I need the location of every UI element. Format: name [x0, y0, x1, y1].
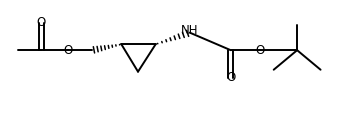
Text: O: O	[63, 44, 73, 57]
Text: O: O	[37, 16, 46, 29]
Text: NH: NH	[181, 24, 199, 37]
Text: O: O	[226, 71, 236, 84]
Text: O: O	[255, 44, 265, 57]
